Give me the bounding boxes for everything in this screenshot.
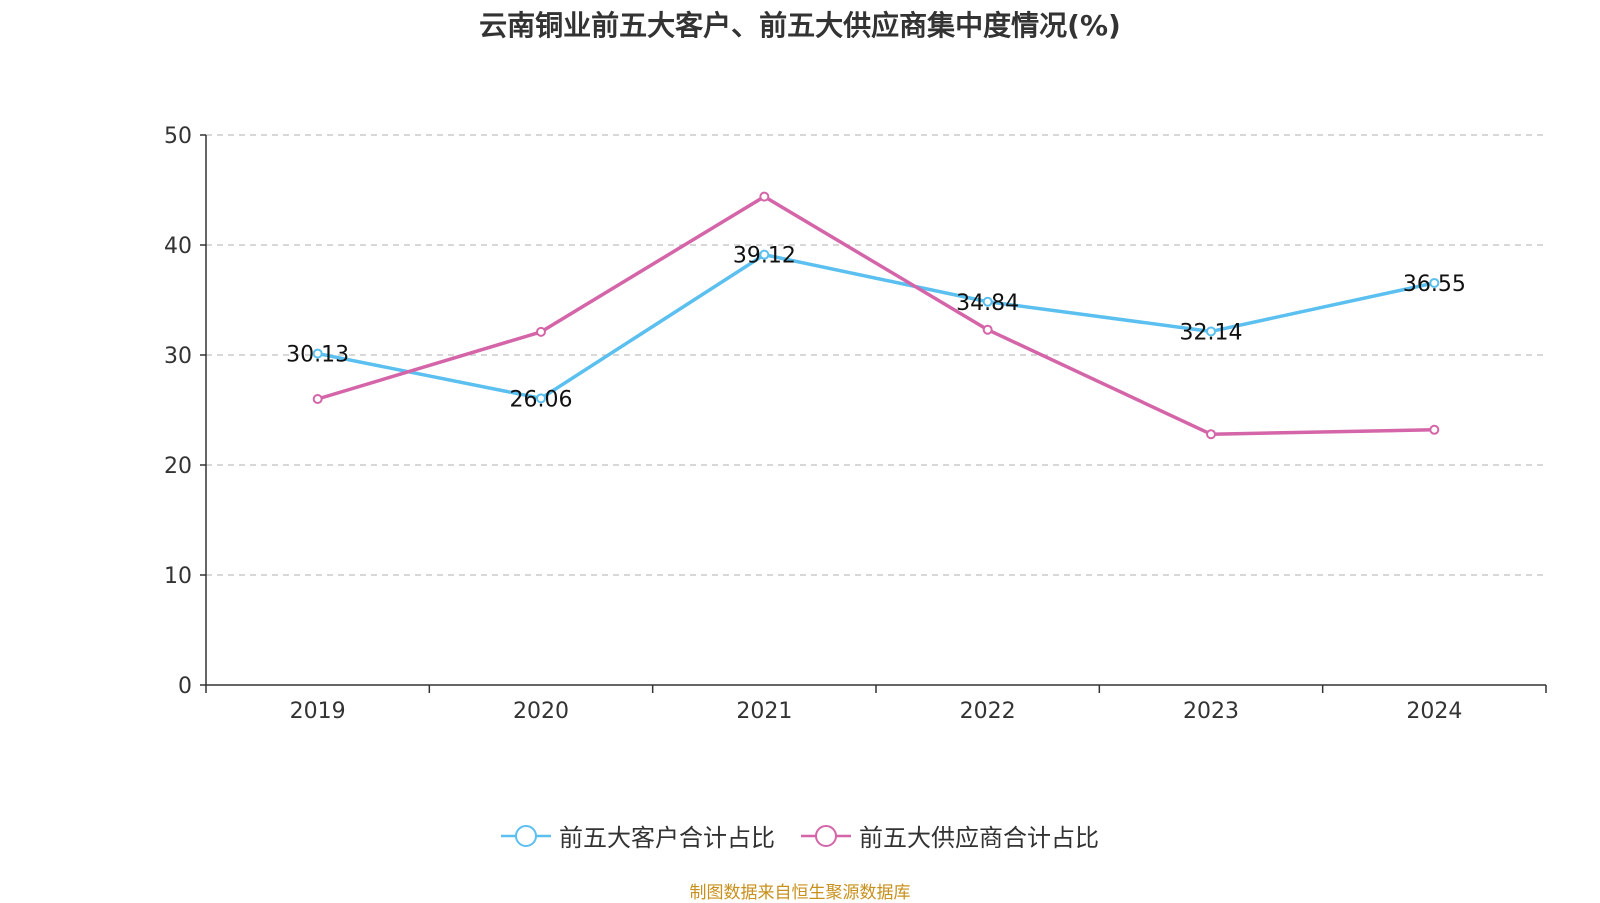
data-point <box>1429 424 1440 435</box>
data-point <box>312 394 323 404</box>
y-tick-label: 50 <box>164 124 192 149</box>
data-label: 39.12 <box>733 244 796 269</box>
data-label: 36.55 <box>1403 272 1466 297</box>
x-tick-label: 2022 <box>960 699 1016 724</box>
data-point <box>1429 277 1440 288</box>
data-point <box>312 348 323 359</box>
data-point <box>1206 429 1216 440</box>
data-point <box>1206 326 1216 337</box>
source-note: 制图数据来自恒生聚源数据库 <box>689 883 911 903</box>
x-tick-label: 2024 <box>1406 699 1462 724</box>
chart-title: 云南铜业前五大客户、前五大供应商集中度情况(%) <box>479 9 1121 42</box>
series-line-1 <box>317 194 1435 436</box>
data-label: 32.14 <box>1180 320 1243 345</box>
data-point <box>982 324 993 335</box>
y-tick-label: 30 <box>164 344 192 369</box>
x-tick-label: 2023 <box>1183 699 1239 724</box>
y-tick-label: 40 <box>164 234 192 259</box>
x-tick-label: 2019 <box>290 699 346 724</box>
data-label: 26.06 <box>510 387 573 412</box>
series-lines <box>312 191 1440 440</box>
y-tick-label: 10 <box>164 564 192 589</box>
data-label: 34.84 <box>956 291 1019 316</box>
legend-item-customers[interactable]: 前五大客户合计占比 <box>501 818 775 853</box>
series-line-0 <box>317 252 1435 401</box>
data-point <box>982 296 993 307</box>
data-point <box>536 393 546 404</box>
legend: 前五大客户合计占比 前五大供应商合计占比 <box>0 818 1600 853</box>
legend-marker-customers-icon <box>501 824 551 847</box>
legend-label-suppliers: 前五大供应商合计占比 <box>859 824 1099 852</box>
legend-item-suppliers[interactable]: 前五大供应商合计占比 <box>801 818 1099 853</box>
data-point <box>536 326 546 337</box>
data-point <box>759 249 770 260</box>
legend-label-customers: 前五大客户合计占比 <box>559 824 775 852</box>
axes: 0 10 20 30 40 50 2019 2020 2021 2022 2023 2024 <box>164 124 1547 724</box>
gridlines <box>206 134 1546 576</box>
data-labels: 30.13 26.06 39.12 34.84 32.14 36.55 <box>286 244 1466 413</box>
y-tick-label: 0 <box>178 674 192 699</box>
x-tick-label: 2020 <box>513 699 569 724</box>
data-point <box>759 191 770 202</box>
legend-marker-suppliers-icon <box>801 824 851 847</box>
data-label: 30.13 <box>286 343 349 368</box>
y-tick-label: 20 <box>164 454 192 479</box>
x-tick-label: 2021 <box>736 699 792 724</box>
